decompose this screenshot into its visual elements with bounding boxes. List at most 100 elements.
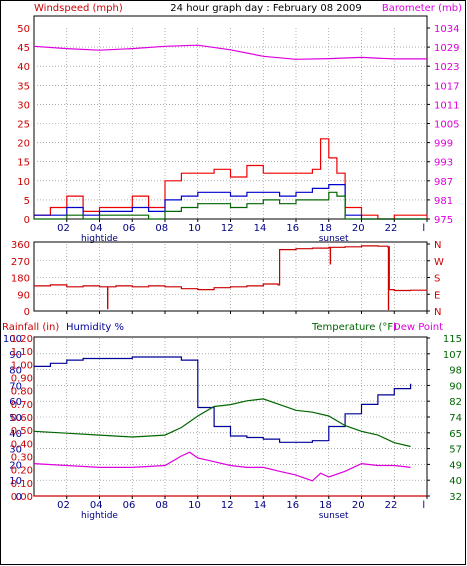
left-tick-label-2: 1.00	[11, 360, 33, 371]
x-annotation: sunset	[319, 234, 349, 244]
x-tick-label: l	[422, 500, 425, 511]
right-tick-label: 1011	[434, 100, 459, 111]
barometer-line	[33, 44, 427, 60]
right-tick-label: 1029	[434, 43, 459, 54]
x-tick-label: 04	[90, 500, 103, 511]
right-tick-label: 65	[449, 429, 462, 440]
left-tick-label: 40	[9, 429, 22, 440]
wind-axis-label: Windspeed (mph)	[34, 3, 123, 14]
left-tick-label: 90	[9, 350, 22, 361]
humidity-line	[34, 356, 412, 443]
left-tick-label: 180	[11, 274, 30, 285]
x-tick-label: 10	[188, 223, 201, 234]
x-tick-label: 20	[352, 500, 365, 511]
right-tick-label: S	[434, 274, 440, 285]
x-tick-label: 06	[123, 223, 136, 234]
right-tick-label: 981	[434, 196, 453, 207]
x-annotation: hightide	[81, 234, 118, 244]
left-tick-label: 25	[17, 120, 30, 131]
left-tick-label-2: 0.80	[11, 387, 33, 398]
wind-low-line	[34, 191, 427, 220]
left-tick-label: 40	[17, 62, 30, 73]
chart-title: 24 hour graph day : February 08 2009	[170, 3, 361, 14]
left-tick-label: 80	[9, 366, 22, 377]
left-tick-label-2: 0.90	[11, 374, 33, 385]
x-tick-label: 22	[385, 223, 398, 234]
x-tick-label: 10	[188, 500, 201, 511]
x-tick-label: 06	[123, 500, 136, 511]
left-tick-label-2: 0.00	[11, 492, 33, 503]
left-tick-label: 0	[24, 307, 30, 318]
right-tick-label: 1005	[434, 120, 459, 131]
left-tick-label: 0	[16, 492, 22, 503]
x-tick-label: 04	[90, 223, 103, 234]
right-tick-label: 90	[449, 381, 462, 392]
left-tick-label-2: 0.30	[11, 453, 33, 464]
left-tick-label: 100	[3, 334, 22, 345]
humidity-axis-label: Humidity %	[66, 322, 124, 333]
x-tick-label: 20	[352, 223, 365, 234]
x-tick-label: 18	[319, 500, 332, 511]
temperature-line	[33, 398, 411, 448]
wind-direction-line	[34, 245, 428, 292]
right-tick-label: 993	[434, 158, 453, 169]
left-tick-label: 90	[17, 290, 30, 301]
rainfall-axis-label: Rainfall (in)	[2, 322, 59, 333]
x-tick-label: 14	[254, 223, 267, 234]
right-tick-label: 98	[449, 366, 462, 377]
left-tick-label: 45	[17, 43, 30, 54]
right-tick-label: E	[434, 290, 440, 301]
x-tick-label: 18	[319, 223, 332, 234]
x-tick-label: 08	[155, 223, 168, 234]
left-tick-label-2: 0.40	[11, 439, 33, 450]
x-tick-label: 08	[155, 500, 168, 511]
left-tick-label: 60	[9, 397, 22, 408]
left-tick-label: 15	[17, 158, 30, 169]
temperature-axis-label: Temperature (°F)	[311, 322, 397, 333]
right-tick-label: 57	[449, 445, 462, 456]
right-tick-label: 999	[434, 139, 453, 150]
left-tick-label: 50	[9, 413, 22, 424]
x-tick-label: 02	[57, 223, 70, 234]
left-tick-label: 10	[17, 177, 30, 188]
left-tick-label-2: 0.10	[11, 479, 33, 490]
right-tick-label: 40	[449, 476, 462, 487]
right-tick-label: 107	[443, 350, 462, 361]
barometer-axis-label: Barometer (mb)	[382, 3, 462, 14]
left-tick-label: 35	[17, 81, 30, 92]
right-tick-label: 1023	[434, 62, 459, 73]
right-tick-label: 32	[449, 492, 462, 503]
left-tick-label: 30	[9, 445, 22, 456]
dewpoint-line	[33, 451, 411, 482]
left-tick-label: 20	[17, 139, 30, 150]
left-tick-label: 0	[24, 215, 30, 226]
right-tick-label: 82	[449, 397, 462, 408]
dewpoint-axis-label: Dew Point	[393, 322, 443, 333]
left-tick-label-2: 1.10	[11, 347, 33, 358]
left-tick-label-2: 0.60	[11, 413, 33, 424]
left-tick-label-2: 0.70	[11, 400, 33, 411]
left-tick-label-2: 0.50	[11, 426, 33, 437]
left-tick-label: 30	[17, 100, 30, 111]
x-tick-label: 12	[221, 223, 234, 234]
left-tick-label: 50	[17, 24, 30, 35]
right-tick-label: 987	[434, 177, 453, 188]
x-tick-label: 22	[385, 500, 398, 511]
x-tick-label: 16	[286, 223, 299, 234]
right-tick-label: N	[434, 240, 441, 251]
x-tick-label: l	[422, 223, 425, 234]
x-annotation: hightide	[81, 511, 118, 521]
left-tick-label-2: 1.20	[11, 334, 33, 345]
left-tick-label: 5	[24, 196, 30, 207]
right-tick-label: 49	[449, 460, 462, 471]
x-tick-label: 02	[57, 500, 70, 511]
right-tick-label: 74	[449, 413, 462, 424]
x-tick-label: 12	[221, 500, 234, 511]
left-tick-label-2: 0.20	[11, 466, 33, 477]
right-tick-label: 115	[443, 334, 462, 345]
left-tick-label: 70	[9, 381, 22, 392]
x-tick-label: 16	[286, 500, 299, 511]
right-tick-label: W	[434, 257, 444, 268]
left-tick-label: 20	[9, 460, 22, 471]
